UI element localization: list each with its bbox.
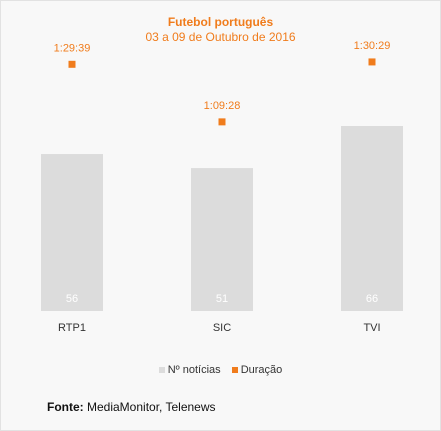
bar-tvi xyxy=(341,126,403,311)
bar-value-sic: 51 xyxy=(216,293,228,305)
duration-point-tvi xyxy=(368,58,376,66)
legend-item-duracao[interactable]: Duração xyxy=(231,364,283,376)
source-note: Fonte: MediaMonitor, Telenews xyxy=(47,400,216,414)
source-text: MediaMonitor, Telenews xyxy=(87,400,216,414)
category-label-sic: SIC xyxy=(213,322,231,334)
bar-value-tvi: 66 xyxy=(366,293,378,305)
chart-title: Futebol português xyxy=(167,15,274,29)
duration-point-sic xyxy=(218,118,226,126)
bar-value-rtp1: 56 xyxy=(66,293,78,305)
duration-label-rtp1: 1:29:39 xyxy=(54,42,91,54)
category-label-rtp1: RTP1 xyxy=(58,322,86,334)
source-label: Fonte: xyxy=(47,400,84,414)
duration-label-tvi: 1:30:29 xyxy=(354,40,391,52)
bar-rtp1 xyxy=(41,154,103,311)
legend-label-noticias: Nº notícias xyxy=(167,364,221,376)
legend-label-duracao: Duração xyxy=(240,364,283,376)
legend-swatch-duracao xyxy=(231,367,238,373)
legend-swatch-noticias xyxy=(158,367,165,373)
chart-subtitle: 03 a 09 de Outubro de 2016 xyxy=(145,30,296,44)
category-label-tvi: TVI xyxy=(363,322,380,334)
duration-label-sic: 1:09:28 xyxy=(204,100,241,112)
legend-item-noticias[interactable]: Nº notícias xyxy=(158,364,221,376)
chart-plot: 56 1:29:39 RTP1 51 1:09:28 SIC 66 1:30:29 TVI xyxy=(41,40,403,334)
bar-sic xyxy=(191,168,253,311)
duration-point-rtp1 xyxy=(68,60,76,68)
chart-legend: Nº notícias Duração xyxy=(0,364,441,376)
